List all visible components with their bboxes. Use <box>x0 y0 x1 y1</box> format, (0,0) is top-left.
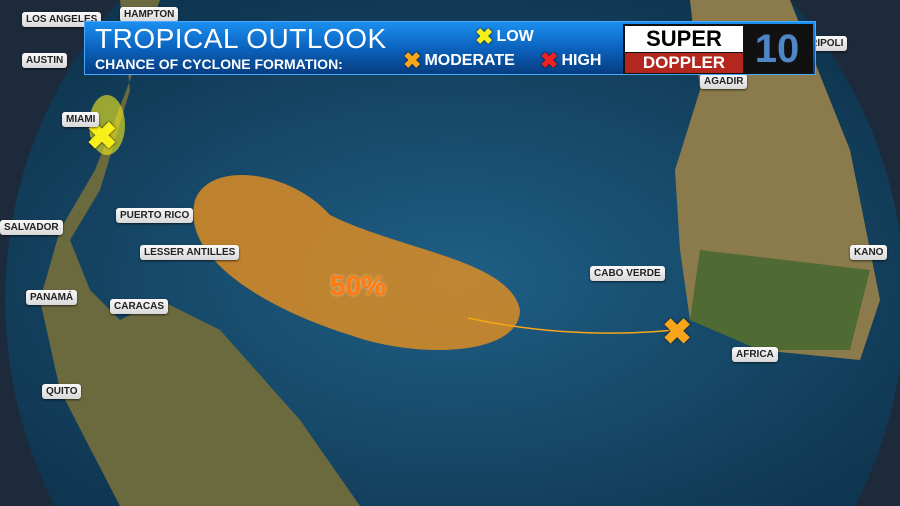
city-label: AUSTIN <box>22 53 68 68</box>
city-label: LESSER ANTILLES <box>140 245 240 260</box>
banner-subtitle: CHANCE OF CYCLONE FORMATION: <box>95 56 343 72</box>
city-label: AGADIR <box>700 74 748 89</box>
chance-label: 50% <box>330 270 387 301</box>
city-label: MIAMI <box>62 112 100 127</box>
super-doppler-10-logo: SUPER DOPPLER 10 <box>623 24 813 74</box>
city-label: QUITO <box>42 384 82 399</box>
moderate-area-50 <box>193 174 521 350</box>
legend-moderate: ✖ MODERATE <box>403 48 515 73</box>
logo-number: 10 <box>754 27 800 71</box>
low-area <box>89 95 125 155</box>
city-label: CABO VERDE <box>590 266 665 281</box>
x-icon: ✖ <box>403 48 422 73</box>
city-label: LOS ANGELES <box>22 12 102 27</box>
legend-low: ✖ LOW <box>475 24 534 49</box>
africa-vegetation <box>690 250 870 350</box>
x-icon: ✖ <box>540 48 559 73</box>
moderate-x-icon: ✖ <box>662 311 693 352</box>
city-label: CARACAS <box>110 299 168 314</box>
city-label: AFRICA <box>732 347 778 362</box>
americas-land <box>40 0 360 506</box>
legend-high: ✖ HIGH <box>540 48 602 73</box>
city-label: PUERTO RICO <box>116 208 194 223</box>
city-label: KANO <box>850 245 888 260</box>
banner-title: TROPICAL OUTLOOK <box>95 23 387 54</box>
city-label: HAMPTON <box>120 7 179 22</box>
tropical-outlook-banner: TROPICAL OUTLOOK CHANCE OF CYCLONE FORMA… <box>84 21 816 75</box>
track-line <box>467 317 676 334</box>
city-label: SALVADOR <box>0 220 63 235</box>
x-icon: ✖ <box>475 24 494 49</box>
city-label: PANAMÁ <box>26 290 78 305</box>
